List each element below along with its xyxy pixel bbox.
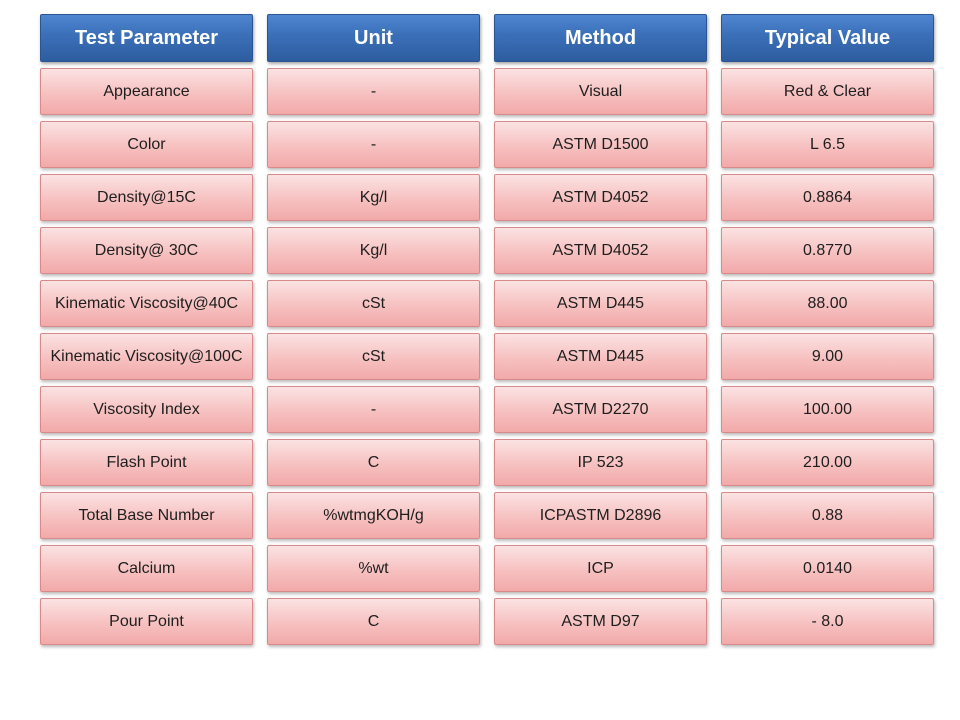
cell-unit: %wtmgKOH/g: [267, 492, 480, 539]
cell-method: Visual: [494, 68, 707, 115]
cell-method: ASTM D97: [494, 598, 707, 645]
cell-parameter: Appearance: [40, 68, 253, 115]
cell-unit: -: [267, 68, 480, 115]
cell-value: 0.88: [721, 492, 934, 539]
cell-value: Red & Clear: [721, 68, 934, 115]
header-test-parameter: Test Parameter: [40, 14, 253, 62]
cell-unit: Kg/l: [267, 174, 480, 221]
cell-unit: cSt: [267, 333, 480, 380]
cell-parameter: Density@ 30C: [40, 227, 253, 274]
cell-parameter: Viscosity Index: [40, 386, 253, 433]
cell-value: 88.00: [721, 280, 934, 327]
cell-unit: Kg/l: [267, 227, 480, 274]
cell-value: - 8.0: [721, 598, 934, 645]
cell-unit: %wt: [267, 545, 480, 592]
cell-unit: -: [267, 386, 480, 433]
cell-unit: C: [267, 439, 480, 486]
cell-parameter: Kinematic Viscosity@100C: [40, 333, 253, 380]
cell-parameter: Calcium: [40, 545, 253, 592]
cell-method: ASTM D4052: [494, 227, 707, 274]
cell-value: 100.00: [721, 386, 934, 433]
cell-value: L 6.5: [721, 121, 934, 168]
cell-value: 9.00: [721, 333, 934, 380]
cell-value: 0.8864: [721, 174, 934, 221]
cell-parameter: Flash Point: [40, 439, 253, 486]
cell-unit: C: [267, 598, 480, 645]
cell-method: ICP: [494, 545, 707, 592]
cell-unit: cSt: [267, 280, 480, 327]
header-typical-value: Typical Value: [721, 14, 934, 62]
cell-unit: -: [267, 121, 480, 168]
spec-table: Test Parameter Unit Method Typical Value…: [40, 14, 934, 645]
cell-method: IP 523: [494, 439, 707, 486]
header-unit: Unit: [267, 14, 480, 62]
cell-method: ASTM D445: [494, 333, 707, 380]
cell-method: ASTM D445: [494, 280, 707, 327]
header-method: Method: [494, 14, 707, 62]
cell-parameter: Pour Point: [40, 598, 253, 645]
cell-method: ICPASTM D2896: [494, 492, 707, 539]
cell-parameter: Kinematic Viscosity@40C: [40, 280, 253, 327]
cell-method: ASTM D4052: [494, 174, 707, 221]
cell-value: 0.0140: [721, 545, 934, 592]
cell-value: 0.8770: [721, 227, 934, 274]
cell-method: ASTM D2270: [494, 386, 707, 433]
cell-value: 210.00: [721, 439, 934, 486]
cell-method: ASTM D1500: [494, 121, 707, 168]
cell-parameter: Density@15C: [40, 174, 253, 221]
cell-parameter: Color: [40, 121, 253, 168]
cell-parameter: Total Base Number: [40, 492, 253, 539]
